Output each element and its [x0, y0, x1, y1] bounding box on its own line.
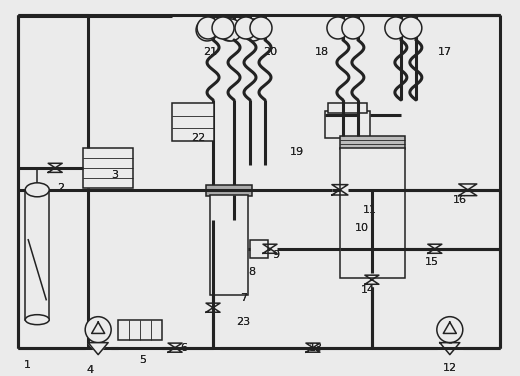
Ellipse shape [25, 315, 49, 324]
Text: 9: 9 [272, 250, 280, 260]
Text: 2: 2 [57, 183, 64, 193]
Text: 20: 20 [263, 47, 277, 57]
Text: 18: 18 [315, 47, 329, 57]
Circle shape [220, 19, 242, 41]
Ellipse shape [25, 183, 49, 197]
Text: 6: 6 [180, 343, 188, 353]
Bar [325, 111, 370, 138]
Text: 11: 11 [363, 205, 377, 215]
Circle shape [196, 19, 218, 41]
Text: 2: 2 [57, 183, 64, 193]
Text: 13: 13 [309, 343, 323, 353]
Bar [206, 185, 252, 196]
Polygon shape [88, 343, 108, 355]
Bar [83, 148, 133, 188]
Text: 10: 10 [355, 223, 369, 233]
Circle shape [250, 17, 272, 39]
Text: 10: 10 [355, 223, 369, 233]
Text: 3: 3 [112, 170, 119, 180]
Bar [340, 136, 405, 149]
Circle shape [235, 17, 257, 39]
Bar [118, 320, 162, 340]
Text: 14: 14 [361, 285, 375, 295]
Text: 19: 19 [290, 147, 304, 157]
Text: 1: 1 [24, 359, 31, 370]
Circle shape [218, 19, 240, 41]
Text: 8: 8 [249, 267, 255, 277]
Text: 11: 11 [363, 205, 377, 215]
Bar [172, 103, 214, 141]
Text: 23: 23 [236, 317, 250, 327]
Text: 18: 18 [315, 47, 329, 57]
Circle shape [212, 17, 234, 39]
Text: 5: 5 [139, 355, 147, 365]
Text: 4: 4 [87, 365, 94, 374]
Text: 8: 8 [249, 267, 255, 277]
Text: 23: 23 [236, 317, 250, 327]
Text: 14: 14 [361, 285, 375, 295]
Circle shape [197, 17, 219, 39]
Text: 4: 4 [87, 365, 94, 374]
Circle shape [385, 17, 407, 39]
Text: 17: 17 [438, 47, 452, 57]
Text: 7: 7 [240, 293, 248, 303]
Text: 16: 16 [453, 195, 467, 205]
Text: 20: 20 [263, 47, 277, 57]
Text: 15: 15 [425, 257, 439, 267]
Bar [25, 190, 49, 320]
Circle shape [400, 17, 422, 39]
Bar [210, 195, 248, 295]
Text: 22: 22 [191, 133, 205, 143]
Text: 16: 16 [453, 195, 467, 205]
Circle shape [342, 17, 364, 39]
Text: 22: 22 [191, 133, 205, 143]
Bar [328, 103, 367, 113]
Text: 6: 6 [180, 343, 188, 353]
Text: 21: 21 [203, 47, 217, 57]
Text: 19: 19 [290, 147, 304, 157]
Circle shape [85, 317, 111, 343]
Text: 12: 12 [443, 362, 457, 373]
Text: 21: 21 [203, 47, 217, 57]
Circle shape [327, 17, 349, 39]
Text: 17: 17 [438, 47, 452, 57]
Bar [250, 240, 268, 258]
Circle shape [242, 19, 264, 41]
Text: 3: 3 [112, 170, 119, 180]
Text: 15: 15 [425, 257, 439, 267]
Text: 5: 5 [139, 355, 147, 365]
Text: 12: 12 [443, 362, 457, 373]
Text: 7: 7 [240, 293, 248, 303]
Text: 1: 1 [24, 359, 31, 370]
Circle shape [437, 317, 463, 343]
Bar [340, 148, 405, 278]
Text: 9: 9 [272, 250, 280, 260]
Text: 13: 13 [309, 343, 323, 353]
